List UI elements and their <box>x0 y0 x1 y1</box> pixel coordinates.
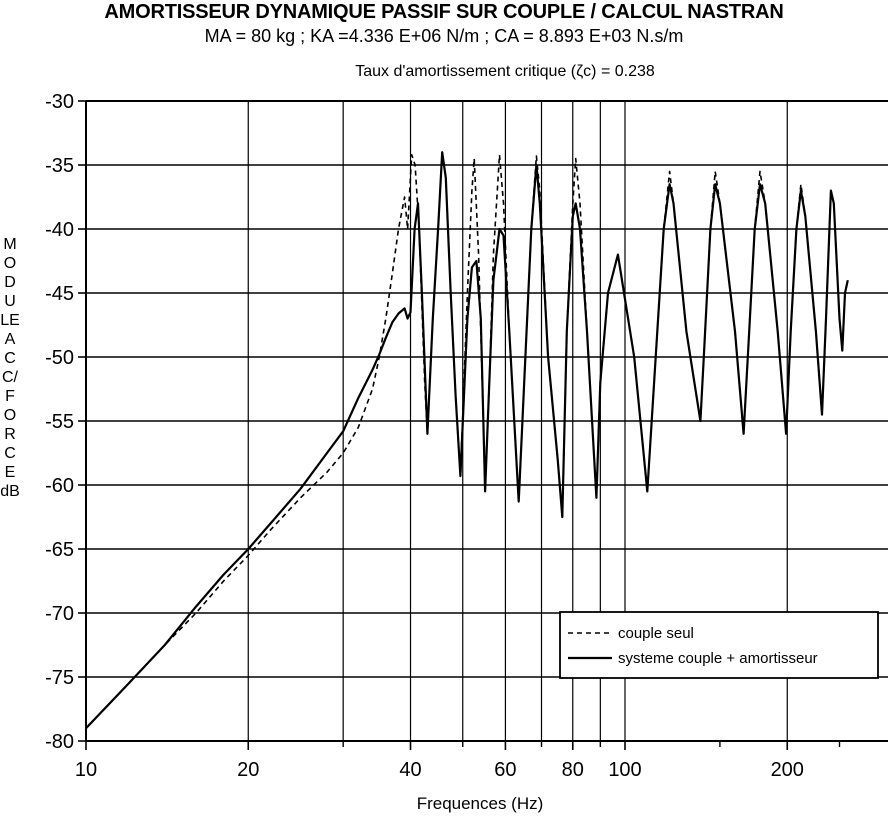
y-tick-label-2: -40 <box>45 219 74 241</box>
y-tick-label-1: -35 <box>45 155 74 177</box>
y-tick-label-5: -55 <box>45 411 74 433</box>
series-line-1 <box>86 151 849 729</box>
y-tick-label-8: -70 <box>45 603 74 625</box>
legend-label-0: couple seul <box>618 625 694 642</box>
chart-subtitle-parameters: MA = 80 kg ; KA =4.336 E+06 N/m ; CA = 8… <box>204 26 684 46</box>
x-tick-label-6: 200 <box>771 759 804 781</box>
chart-title: AMORTISSEUR DYNAMIQUE PASSIF SUR COUPLE … <box>104 1 784 23</box>
x-tick-label-0: 10 <box>75 759 97 781</box>
legend-label-1: systeme couple + amortisseur <box>618 650 818 667</box>
y-tick-label-9: -75 <box>45 667 74 689</box>
chart-subtitle-damping: Taux d'amortissement critique (ζc) = 0.2… <box>355 63 655 80</box>
x-tick-label-2: 40 <box>399 759 421 781</box>
y-tick-label-0: -30 <box>45 91 74 113</box>
x-tick-label-4: 80 <box>562 759 584 781</box>
x-tick-label-1: 20 <box>237 759 259 781</box>
y-tick-label-4: -50 <box>45 347 74 369</box>
x-tick-label-3: 60 <box>494 759 516 781</box>
y-tick-label-3: -45 <box>45 283 74 305</box>
y-tick-label-10: -80 <box>45 731 74 753</box>
x-tick-label-5: 100 <box>608 759 641 781</box>
legend-box <box>559 611 879 679</box>
y-tick-label-7: -65 <box>45 539 74 561</box>
y-axis-label: MODULE ACC/FORCE dB <box>0 236 20 500</box>
y-tick-label-6: -60 <box>45 475 74 497</box>
x-axis-label: Frequences (Hz) <box>416 794 544 813</box>
